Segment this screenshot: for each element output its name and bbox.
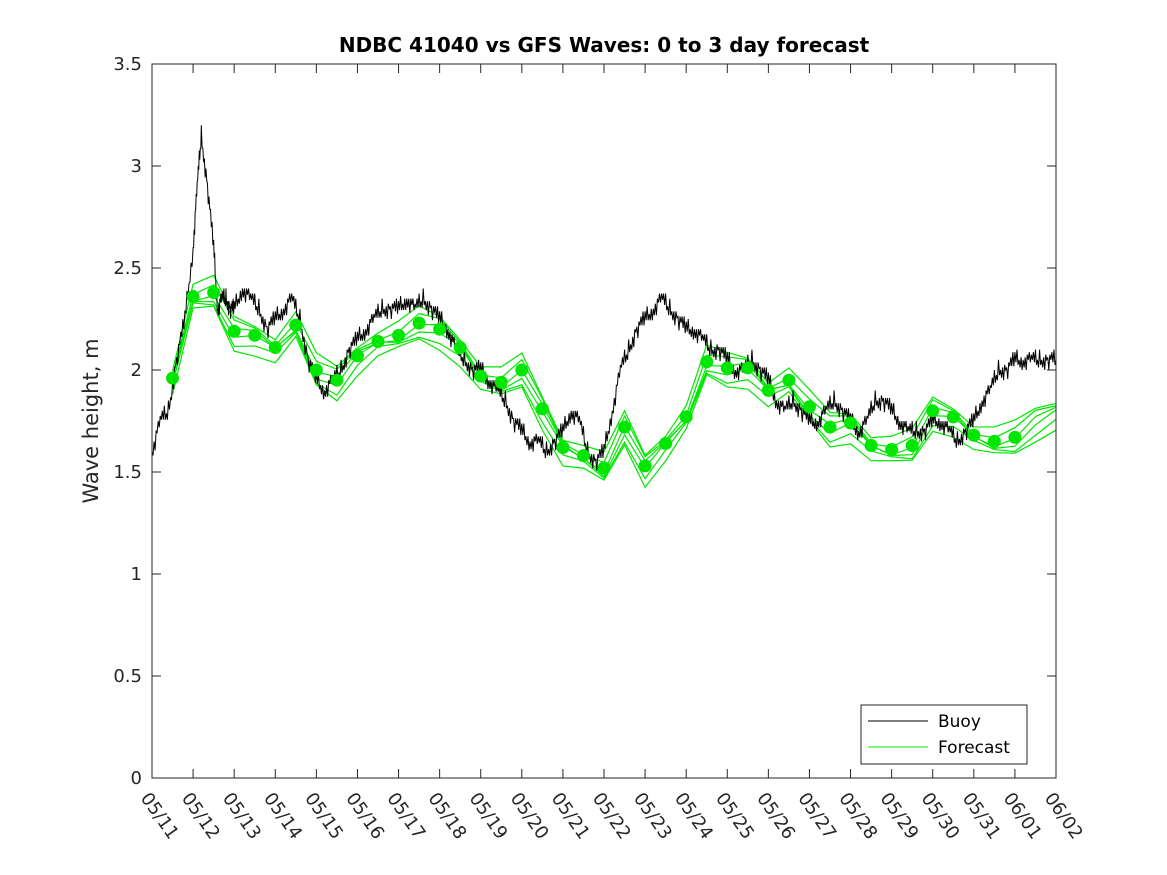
y-tick-label: 1 — [131, 564, 142, 585]
x-tick-label: 05/16 — [341, 789, 388, 844]
forecast-point — [371, 334, 385, 348]
x-tick-label: 06/02 — [1040, 789, 1087, 844]
x-tick-label: 05/11 — [136, 789, 183, 844]
x-tick-label: 05/28 — [834, 789, 881, 844]
y-tick-label: 1.5 — [113, 462, 142, 483]
forecast-point — [1008, 430, 1022, 444]
forecast-point — [515, 363, 529, 377]
x-tick-label: 05/22 — [588, 789, 635, 844]
forecast-point — [412, 316, 426, 330]
forecast-point — [330, 373, 344, 387]
forecast-line — [171, 300, 1057, 478]
y-tick-label: 0 — [131, 768, 142, 789]
y-tick-label: 3.5 — [113, 54, 142, 75]
forecast-point — [741, 361, 755, 375]
forecast-point — [474, 369, 488, 383]
buoy-line — [151, 125, 1057, 471]
forecast-point — [248, 328, 262, 342]
forecast-point — [782, 373, 796, 387]
forecast-point — [679, 410, 693, 424]
forecast-point — [864, 438, 878, 452]
x-tick-label: 05/23 — [629, 789, 676, 844]
y-axis-label: Wave height, m — [79, 338, 103, 503]
x-tick-label: 05/30 — [917, 789, 964, 844]
forecast-point — [392, 328, 406, 342]
y-tick-label: 3 — [131, 156, 142, 177]
legend-buoy-label: Buoy — [938, 712, 981, 732]
x-tick-label: 06/01 — [999, 789, 1046, 844]
forecast-point — [946, 410, 960, 424]
forecast-point — [556, 441, 570, 455]
x-tick-label: 05/27 — [793, 789, 840, 844]
x-tick-label: 05/12 — [177, 789, 224, 844]
forecast-point — [720, 361, 734, 375]
x-tick-label: 05/29 — [876, 789, 923, 844]
forecast-point — [166, 371, 180, 385]
forecast-point — [802, 400, 816, 414]
series-layer — [151, 125, 1057, 489]
forecast-point — [494, 375, 508, 389]
x-tick-label: 05/25 — [711, 789, 758, 844]
x-tick-label: 05/31 — [958, 789, 1005, 844]
forecast-point — [433, 322, 447, 336]
forecast-point — [350, 349, 364, 363]
legend-box — [860, 704, 1028, 765]
forecast-point — [823, 420, 837, 434]
forecast-point — [453, 341, 467, 355]
forecast-point — [987, 434, 1001, 448]
x-tick-label: 05/15 — [300, 789, 347, 844]
x-tick-label: 05/18 — [424, 789, 471, 844]
forecast-point — [618, 420, 632, 434]
forecast-point — [227, 324, 241, 338]
forecast-point — [885, 443, 899, 457]
forecast-point — [844, 416, 858, 430]
forecast-point — [576, 449, 590, 463]
x-tick-label: 05/13 — [218, 789, 265, 844]
plot-background — [152, 64, 1056, 778]
x-tick-label: 05/19 — [465, 789, 512, 844]
x-tick-label: 05/26 — [752, 789, 799, 844]
y-tick-label: 0.5 — [113, 666, 142, 687]
x-tick-label: 05/20 — [506, 789, 553, 844]
y-axis: 0 0.5 1 1.5 2 2.5 3 3.5 — [113, 54, 1056, 789]
forecast-point — [289, 318, 303, 332]
forecast-point — [186, 290, 200, 304]
legend-forecast-label: Forecast — [938, 738, 1010, 758]
forecast-point — [967, 428, 981, 442]
x-tick-label: 05/21 — [547, 789, 594, 844]
chart-title: NDBC 41040 vs GFS Waves: 0 to 3 day fore… — [339, 33, 870, 57]
forecast-line — [171, 302, 1057, 480]
forecast-point — [638, 459, 652, 473]
forecast-point — [535, 402, 549, 416]
forecast-point — [268, 341, 282, 355]
x-tick-label: 05/24 — [670, 789, 717, 844]
forecast-point — [905, 438, 919, 452]
forecast-point — [926, 404, 940, 418]
forecast-line — [171, 283, 1057, 464]
plot-frame — [151, 63, 1057, 779]
x-tick-label: 05/14 — [259, 789, 306, 844]
y-tick-label: 2.5 — [113, 258, 142, 279]
x-tick-label: 05/17 — [382, 789, 429, 844]
legend: Buoy Forecast — [860, 704, 1028, 765]
forecast-point — [207, 285, 221, 299]
forecast-point — [659, 436, 673, 450]
forecast-point — [700, 355, 714, 369]
forecast-point — [761, 383, 775, 397]
y-tick-label: 2 — [131, 360, 142, 381]
forecast-point — [309, 363, 323, 377]
forecast-point — [597, 461, 611, 475]
